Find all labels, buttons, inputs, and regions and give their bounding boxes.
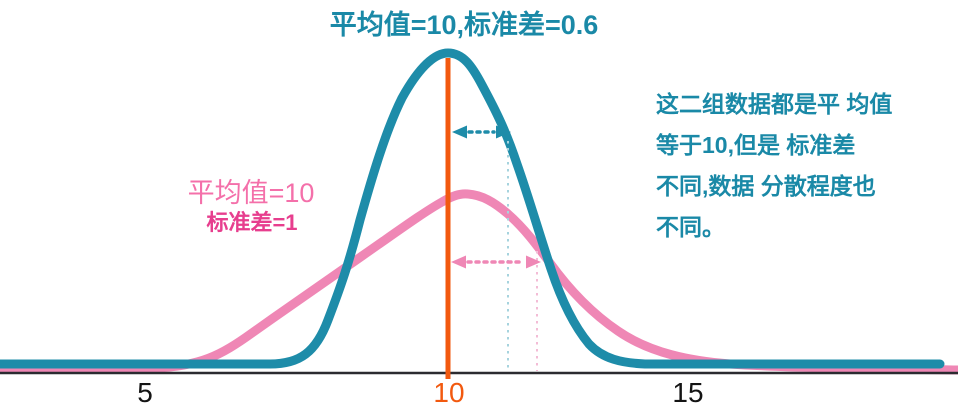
annotation-line: 这二组数据都是平 均值 xyxy=(656,91,893,117)
annotation-line: 不同,数据 分散程度也 xyxy=(656,173,876,199)
x-axis-tick-10: 10 xyxy=(433,377,465,408)
pink-std-arrow xyxy=(451,255,541,269)
teal-std-arrow xyxy=(452,125,511,139)
x-axis-tick-15: 15 xyxy=(672,377,704,408)
annotation-line: 等于10,但是 标准差 xyxy=(656,132,856,158)
pink-std-label: 标准差=1 xyxy=(206,210,298,235)
chart-title: 平均值=10,标准差=0.6 xyxy=(329,10,599,40)
pink-mean-label: 平均值=10 xyxy=(187,178,315,208)
annotation-line: 不同。 xyxy=(656,214,725,240)
x-axis-tick-5: 5 xyxy=(137,377,153,408)
teal-curve xyxy=(0,48,945,369)
annotation-text: 这二组数据都是平 均值 等于10,但是 标准差 不同,数据 分散程度也 不同。 xyxy=(656,84,956,248)
